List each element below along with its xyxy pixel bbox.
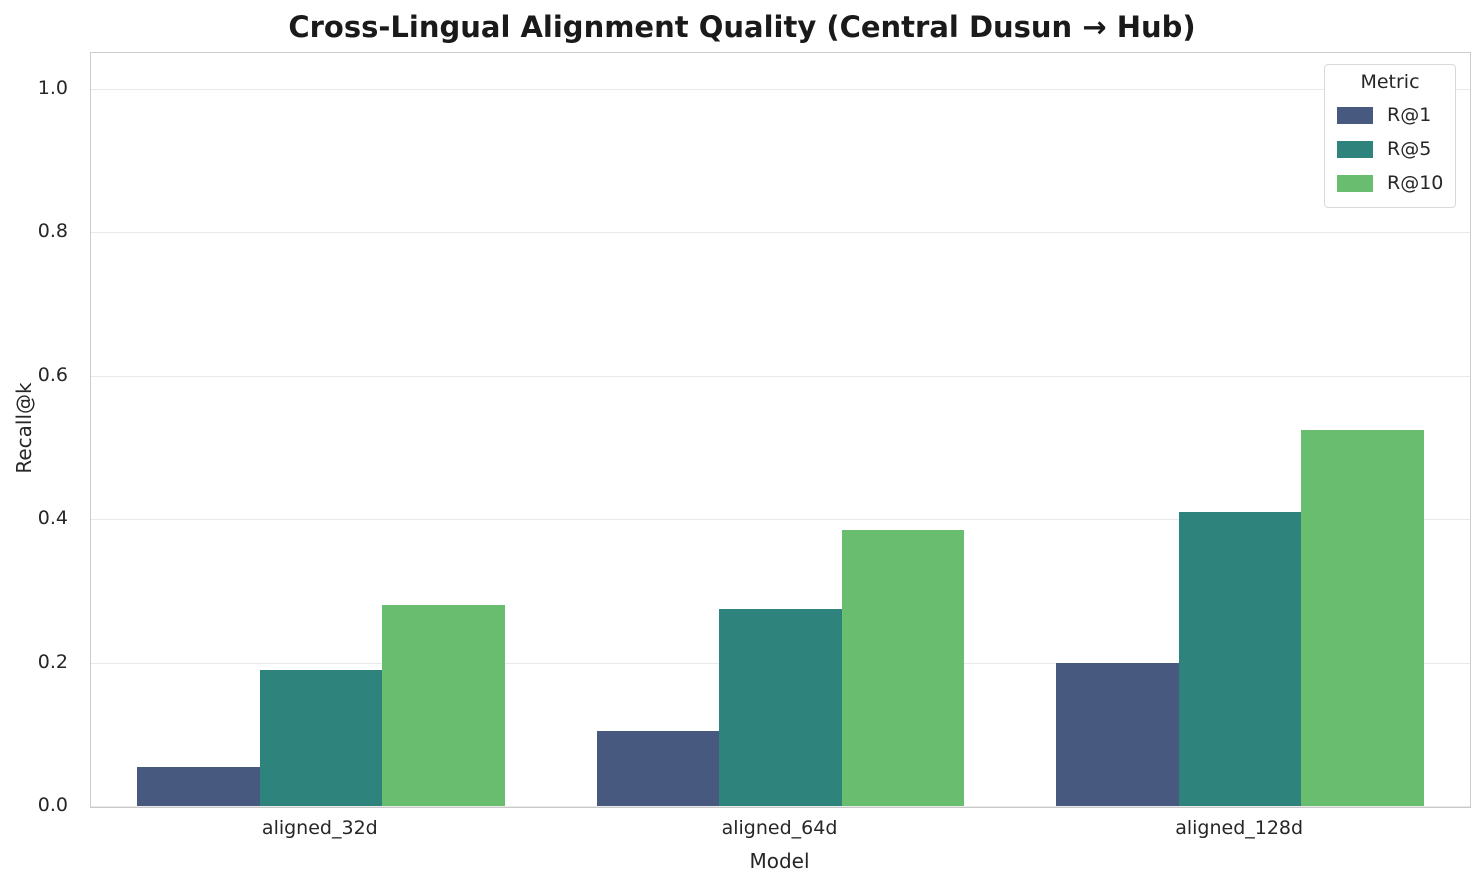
bar-aligned_32d-R@10: [382, 605, 505, 806]
y-tick-label: 0.2: [37, 650, 68, 673]
y-tick-label: 0.0: [37, 794, 68, 816]
x-axis-label: Model: [749, 849, 810, 873]
legend-item-R@1: R@1: [1337, 103, 1447, 127]
y-tick-label: 1.0: [37, 76, 68, 99]
legend-swatch-icon: [1337, 106, 1373, 124]
y-tick-label: 0.8: [37, 220, 68, 243]
gridline: [91, 232, 1470, 234]
x-axis-ticks: aligned_32d aligned_64d aligned_128d: [90, 817, 1469, 845]
legend-item-R@5: R@5: [1337, 137, 1447, 161]
y-tick-label: 0.6: [37, 363, 68, 386]
legend-items: R@1 R@5 R@10: [1333, 103, 1447, 195]
legend-title: Metric: [1360, 71, 1420, 93]
bar-aligned_64d-R@10: [841, 529, 965, 806]
legend-label: R@10: [1387, 172, 1444, 194]
bar-aligned_32d-R@5: [259, 669, 383, 806]
chart-title: Cross-Lingual Alignment Quality (Central…: [288, 10, 1196, 44]
x-tick-label-aligned_32d: aligned_32d: [261, 817, 378, 839]
bar-aligned_64d-R@5: [719, 608, 842, 806]
bar-aligned_64d-R@1: [596, 730, 720, 806]
bar-aligned_128d-R@5: [1178, 511, 1302, 806]
gridline: [91, 519, 1470, 521]
gridline: [91, 88, 1470, 90]
gridline: [91, 375, 1470, 377]
legend-item-R@10: R@10: [1337, 171, 1447, 195]
gridline: [91, 806, 1470, 807]
legend-swatch-icon: [1337, 140, 1373, 158]
bar-aligned_32d-R@1: [136, 766, 260, 806]
legend-swatch-icon: [1337, 174, 1373, 192]
y-tick-label: 0.4: [37, 507, 68, 530]
x-tick-label-aligned_128d: aligned_128d: [1175, 817, 1304, 839]
y-axis-label: Recall@k: [12, 382, 36, 474]
bar-aligned_128d-R@1: [1056, 662, 1179, 806]
bar-aligned_128d-R@10: [1301, 429, 1425, 806]
x-tick-label-aligned_64d: aligned_64d: [721, 817, 838, 839]
legend-label: R@1: [1387, 104, 1432, 126]
legend: Metric R@1 R@5 R@10: [1324, 64, 1456, 208]
legend-label: R@5: [1387, 138, 1432, 160]
y-axis-ticks: 0.0 0.2 0.4 0.6 0.8 1.0: [0, 52, 78, 816]
plot-area: Metric R@1 R@5 R@10: [90, 52, 1471, 808]
